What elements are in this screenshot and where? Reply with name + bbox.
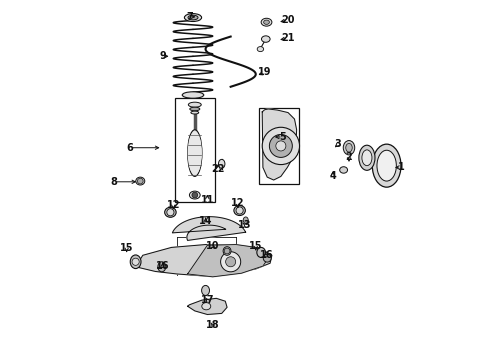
Ellipse shape — [343, 140, 355, 155]
Ellipse shape — [188, 102, 201, 107]
Ellipse shape — [359, 145, 375, 170]
Ellipse shape — [340, 167, 347, 173]
Text: 8: 8 — [111, 177, 118, 187]
Ellipse shape — [201, 285, 210, 296]
Ellipse shape — [243, 217, 248, 224]
Ellipse shape — [223, 247, 231, 255]
Ellipse shape — [130, 255, 141, 269]
Text: 2: 2 — [345, 152, 352, 162]
Ellipse shape — [188, 15, 198, 20]
Bar — [259, 108, 299, 184]
Text: 22: 22 — [211, 164, 225, 174]
Ellipse shape — [362, 150, 372, 166]
Circle shape — [262, 127, 299, 165]
Circle shape — [137, 178, 143, 184]
Text: 21: 21 — [281, 33, 295, 43]
Text: 12: 12 — [167, 200, 180, 210]
Ellipse shape — [190, 191, 200, 199]
Text: 15: 15 — [249, 241, 263, 251]
Ellipse shape — [188, 130, 202, 176]
Ellipse shape — [264, 20, 270, 24]
Ellipse shape — [261, 18, 272, 26]
Ellipse shape — [263, 254, 271, 262]
Text: 19: 19 — [258, 67, 271, 77]
Text: 14: 14 — [199, 216, 212, 226]
Polygon shape — [172, 217, 245, 240]
Text: 9: 9 — [159, 51, 166, 61]
Text: 3: 3 — [335, 139, 342, 149]
Text: 16: 16 — [260, 250, 273, 260]
Ellipse shape — [165, 207, 176, 217]
Ellipse shape — [377, 150, 396, 181]
Circle shape — [220, 252, 241, 272]
Ellipse shape — [202, 303, 211, 310]
Ellipse shape — [257, 46, 264, 51]
Polygon shape — [188, 244, 270, 277]
Text: 20: 20 — [281, 15, 295, 26]
Ellipse shape — [262, 36, 270, 42]
Text: 5: 5 — [279, 132, 286, 142]
Polygon shape — [188, 298, 227, 315]
Text: 10: 10 — [206, 241, 220, 251]
Circle shape — [224, 248, 230, 254]
Bar — [175, 98, 215, 202]
Circle shape — [270, 134, 293, 157]
Text: 6: 6 — [127, 143, 134, 153]
Ellipse shape — [346, 143, 352, 152]
Text: 12: 12 — [231, 198, 245, 208]
Text: 15: 15 — [120, 243, 133, 253]
Ellipse shape — [234, 206, 245, 216]
Text: 1: 1 — [397, 162, 404, 172]
Ellipse shape — [191, 111, 199, 114]
Text: 13: 13 — [238, 220, 252, 230]
Circle shape — [225, 257, 236, 267]
Polygon shape — [136, 244, 272, 276]
Ellipse shape — [136, 177, 145, 185]
Ellipse shape — [182, 92, 204, 98]
Ellipse shape — [184, 14, 201, 22]
Ellipse shape — [372, 144, 401, 187]
Text: 7: 7 — [186, 12, 193, 22]
Circle shape — [192, 192, 197, 198]
Ellipse shape — [219, 159, 225, 168]
Text: 4: 4 — [329, 171, 336, 181]
Ellipse shape — [190, 107, 200, 111]
Polygon shape — [262, 109, 296, 180]
Circle shape — [236, 207, 243, 214]
Text: 18: 18 — [206, 320, 220, 330]
Ellipse shape — [188, 132, 202, 175]
Ellipse shape — [158, 262, 166, 272]
Text: 17: 17 — [200, 295, 214, 305]
Circle shape — [132, 258, 139, 265]
Circle shape — [276, 141, 286, 151]
Circle shape — [167, 209, 174, 216]
Text: 16: 16 — [156, 261, 169, 271]
Ellipse shape — [257, 247, 266, 257]
Text: 11: 11 — [200, 195, 214, 205]
